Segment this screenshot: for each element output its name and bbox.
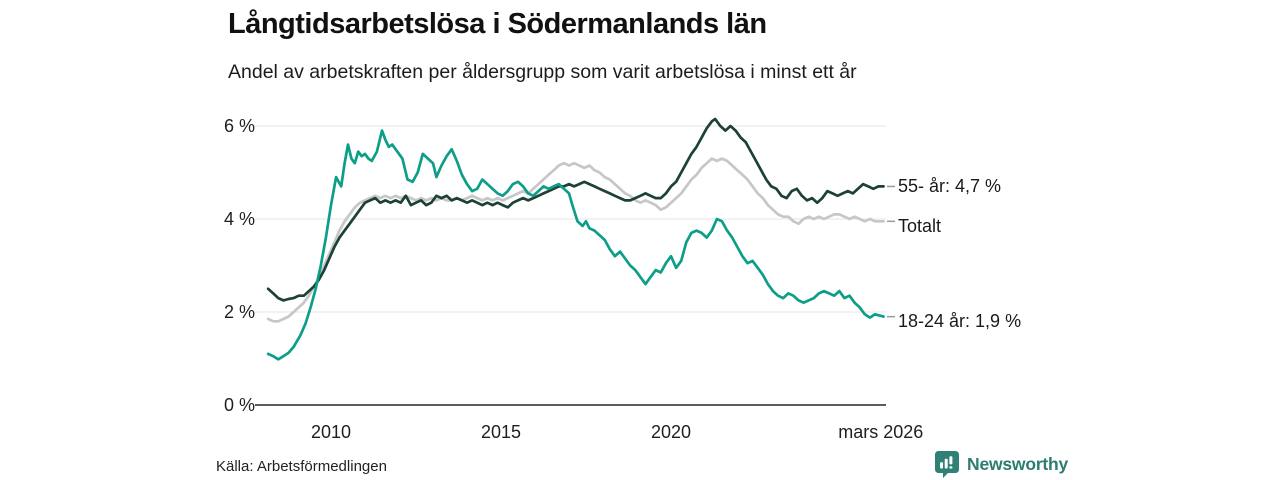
series-label-18-24-r: 18-24 år: 1,9 % <box>898 311 1022 332</box>
y-tick-label: 4 % <box>223 209 255 229</box>
source-note: Källa: Arbetsförmedlingen <box>216 458 387 475</box>
y-tick-label: 6 % <box>223 116 255 136</box>
series-line-18-24-r <box>266 129 885 361</box>
x-tick-label: 2020 <box>650 422 692 442</box>
page-title: Långtidsarbetslösa i Södermanlands län <box>228 8 767 40</box>
brand-lockup: Newsworthy <box>934 450 1068 478</box>
series-label-totalt: Totalt <box>898 215 942 236</box>
series-line-55-r <box>266 117 885 302</box>
y-tick-label: 0 % <box>223 395 255 415</box>
newsworthy-logo-icon <box>934 450 960 478</box>
x-tick-label: 2010 <box>310 422 352 442</box>
x-tick-label: mars 2026 <box>838 422 924 442</box>
x-tick-label: 2015 <box>480 422 522 442</box>
brand-name: Newsworthy <box>967 453 1069 474</box>
series-line-totalt <box>266 157 885 323</box>
series-label-55-r: 55- år: 4,7 % <box>898 175 1002 196</box>
chart-subtitle: Andel av arbetskraften per åldersgrupp s… <box>228 61 857 83</box>
y-tick-label: 2 % <box>223 302 255 322</box>
